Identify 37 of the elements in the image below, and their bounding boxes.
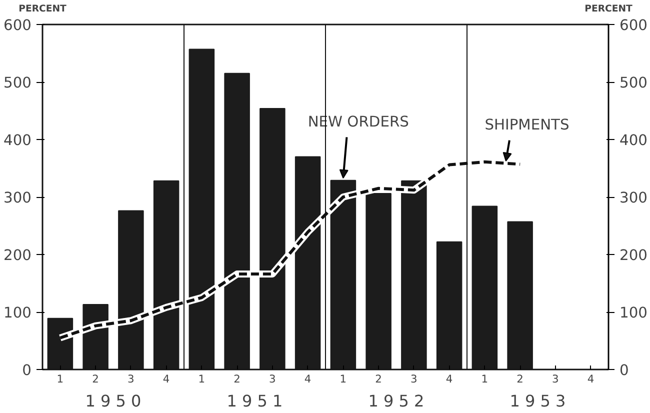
x-tick-label: 2 [375,372,382,386]
x-tick-label: 3 [128,372,134,386]
y-tick-label: 300 [4,190,32,206]
y2-tick-label: 500 [620,74,648,92]
x-tick-label: 1 [481,372,488,386]
x-tick-label: 4 [446,372,453,386]
x-tick-label: 2 [234,372,240,386]
y-tick-label: 0 [22,362,32,379]
y-tick-label: 100 [4,304,32,322]
x-tick-label: 3 [269,372,276,386]
y2-tick-label: 200 [620,247,648,264]
series-label: SHIPMENTS [484,116,570,134]
x-tick-label: 1 [56,372,64,386]
y2-tick-label: 600 [620,17,648,34]
y-tick-label: 200 [4,247,32,264]
x-tick-label: 3 [552,372,559,386]
y-tick-label: 400 [4,132,32,149]
x-tick-label: 2 [92,372,99,386]
x-tick-label: 2 [516,372,524,386]
x-tick-label: 1 [340,372,347,386]
y2-axis-title: PERCENT [584,4,634,14]
x-tick-label: 3 [410,372,418,386]
x-tick-label: 4 [304,372,312,386]
x-tick-label: 1 [198,372,206,386]
x-tick-label: 4 [162,372,170,386]
y2-tick-label: 100 [620,304,648,322]
y-tick-label: 600 [4,17,32,34]
y2-tick-label: 400 [620,132,648,149]
text: 1 9 5 2 [368,392,424,410]
x-tick-label: 4 [587,372,594,386]
text: 1 9 5 3 [510,392,566,410]
y2-tick-label: 300 [620,190,648,206]
text: 1 9 5 0 [85,392,142,410]
y-axis-title: PERCENT [18,4,68,14]
y2-tick-label: 0 [620,362,629,379]
y-tick-label: 500 [4,74,32,92]
text: 1 9 5 1 [226,392,283,410]
